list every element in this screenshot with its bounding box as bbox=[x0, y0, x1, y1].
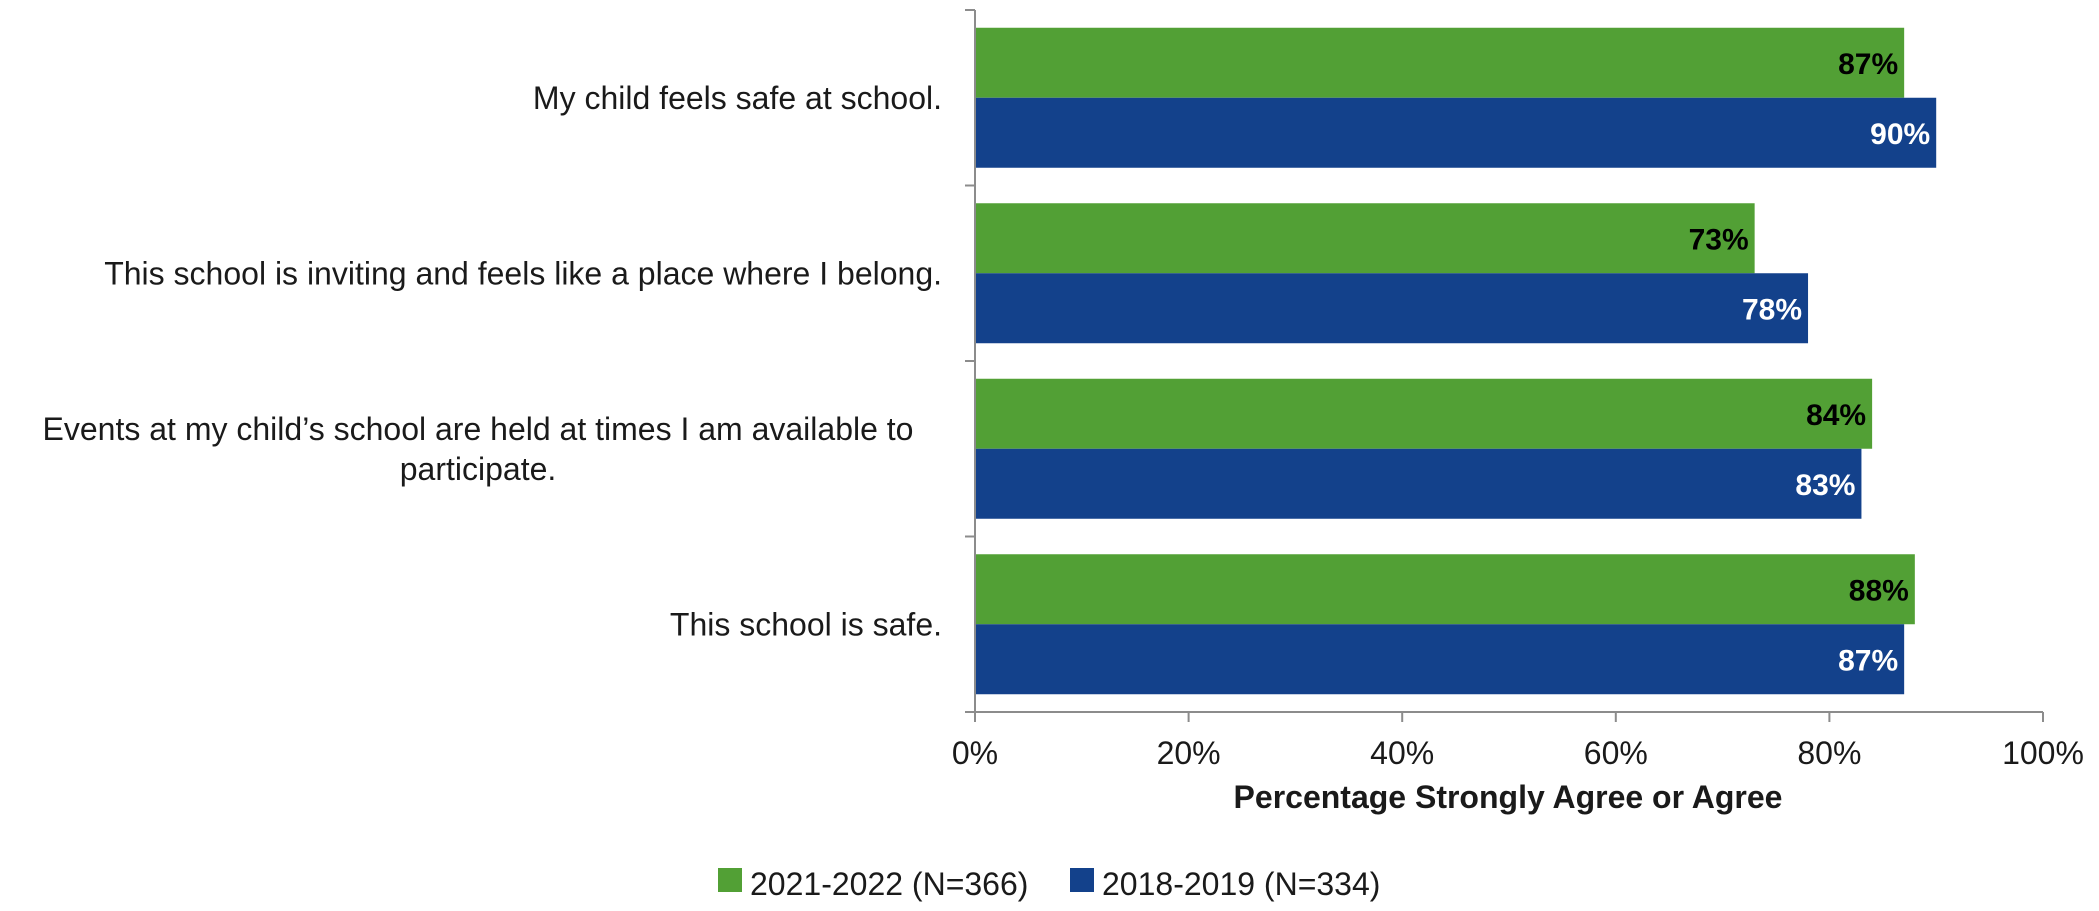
data-label: 83% bbox=[1795, 469, 1855, 502]
legend: 2021-2022 (N=366) 2018-2019 (N=334) bbox=[718, 866, 1380, 902]
x-axis-title: Percentage Strongly Agree or Agree bbox=[1234, 779, 1783, 815]
category-label: This school is inviting and feels like a… bbox=[104, 255, 942, 291]
data-label: 84% bbox=[1806, 399, 1866, 432]
data-label: 88% bbox=[1849, 574, 1909, 607]
x-tick-label: 40% bbox=[1370, 735, 1434, 771]
data-label: 90% bbox=[1870, 118, 1930, 151]
category-label: This school is safe. bbox=[670, 606, 942, 642]
x-tick-label: 0% bbox=[952, 735, 998, 771]
bar-series-1 bbox=[976, 554, 1915, 625]
data-label: 87% bbox=[1838, 644, 1898, 677]
x-tick-labels: 0% 20% 40% 60% 80% 100% bbox=[952, 735, 2084, 771]
x-tick-label: 80% bbox=[1797, 735, 1861, 771]
bar-series-2 bbox=[976, 624, 1905, 695]
legend-label: 2021-2022 (N=366) bbox=[750, 866, 1028, 902]
data-label: 87% bbox=[1838, 48, 1898, 81]
legend-swatch bbox=[718, 868, 742, 892]
bar-series-2 bbox=[976, 97, 1937, 168]
legend-swatch bbox=[1070, 868, 1094, 892]
x-tick-label: 100% bbox=[2002, 735, 2084, 771]
data-label: 73% bbox=[1689, 223, 1749, 256]
bar-series-1 bbox=[976, 27, 1905, 98]
chart-data-labels: 87% 90% 73% 78% 84% 83% 88% 87% bbox=[1689, 48, 1931, 678]
data-label: 78% bbox=[1742, 293, 1802, 326]
bar-series-1 bbox=[976, 378, 1873, 449]
category-label: Events at my child’s school are held at … bbox=[43, 411, 914, 487]
bar-series-2 bbox=[976, 273, 1809, 344]
x-tick-label: 20% bbox=[1157, 735, 1221, 771]
chart-bars bbox=[976, 27, 1937, 695]
legend-label: 2018-2019 (N=334) bbox=[1102, 866, 1380, 902]
category-labels: My child feels safe at school. This schoo… bbox=[43, 80, 942, 643]
chart-axes bbox=[965, 9, 2044, 722]
bar-series-2 bbox=[976, 448, 1862, 519]
bar-series-1 bbox=[976, 203, 1755, 274]
x-tick-label: 60% bbox=[1584, 735, 1648, 771]
category-label: My child feels safe at school. bbox=[533, 80, 942, 116]
